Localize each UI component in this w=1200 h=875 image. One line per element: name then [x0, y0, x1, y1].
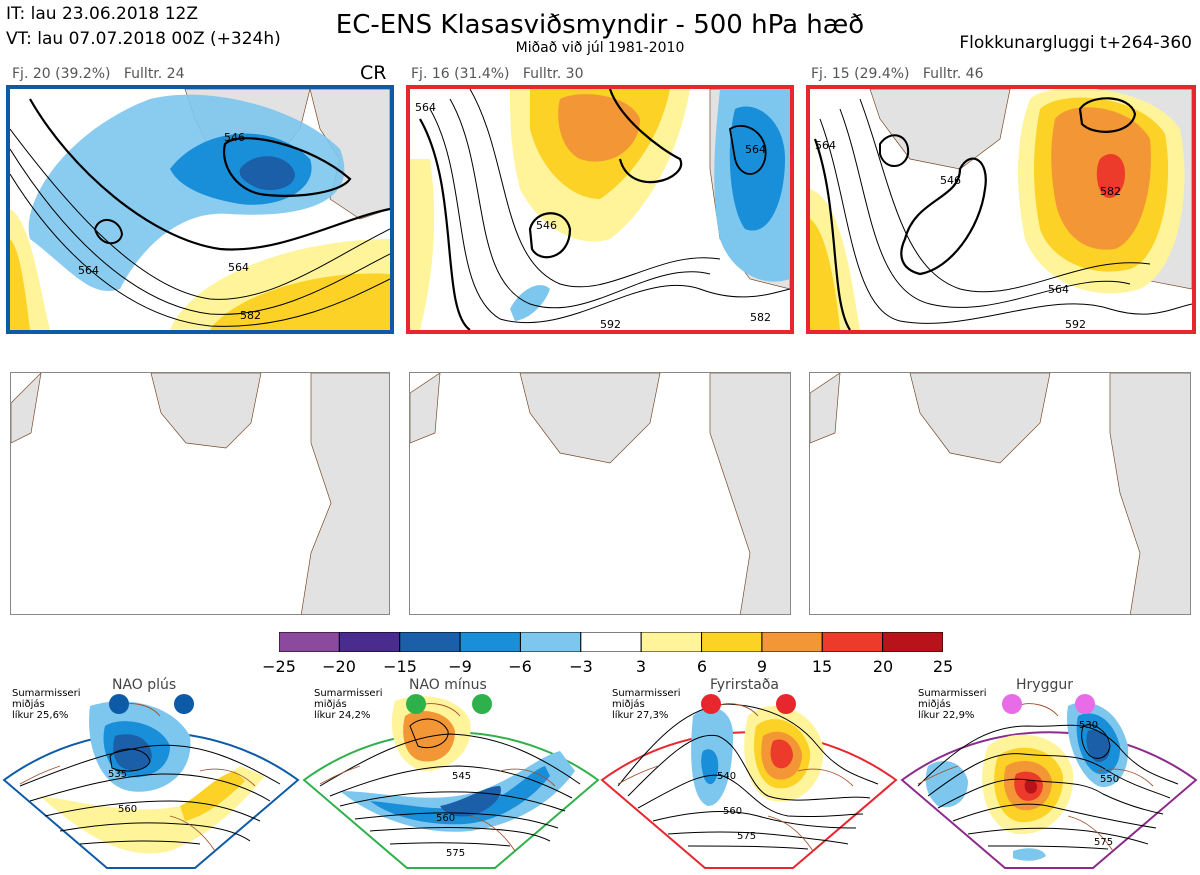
contour-label-2c: 582	[750, 311, 771, 324]
contour-label-2a: 564	[415, 101, 436, 114]
regime-4-contour-c: 575	[1094, 837, 1114, 848]
regime-2-title: NAO mínus	[409, 677, 487, 693]
colorbar-cell	[459, 631, 521, 653]
regime-ridge[interactable]: Sumarmisseri miðjás líkur 22,9% Hryggur 53…	[898, 676, 1200, 871]
height-contours-2	[419, 89, 790, 330]
colorbar-tick-11: 25	[932, 657, 954, 676]
regime-1-dot-right	[174, 694, 194, 714]
colorbar-tick-1: −20	[322, 657, 356, 676]
regime-3-contour-a: 540	[717, 771, 737, 782]
height-contours-1	[10, 98, 390, 327]
empty-map-2	[409, 372, 791, 615]
anomaly-shading-2	[410, 89, 790, 330]
regime-4-dot-right	[1075, 694, 1095, 714]
regime-4-contour-a: 530	[1079, 720, 1099, 731]
colorbar-tick-3: −9	[448, 657, 472, 676]
contour-label-2d: 564	[745, 143, 766, 156]
contour-label-3a: 564	[815, 139, 836, 152]
colorbar-tick-7: 6	[696, 657, 708, 676]
colorbar-cell	[519, 631, 582, 653]
cluster-1-tag: CR	[360, 62, 387, 84]
regime-2-dot-left	[406, 694, 426, 714]
regime-2-dot-right	[472, 694, 492, 714]
regime-4-meta: Sumarmisseri miðjás líkur 22,9%	[918, 688, 987, 721]
contour-label-2b: 546	[536, 219, 557, 232]
colorbar-cell	[278, 631, 340, 653]
regime-3-contour-b: 560	[723, 806, 743, 817]
colorbar-tick-10: 20	[872, 657, 894, 676]
colorbar-tick-5: −3	[569, 657, 593, 676]
clustering-window: Flokkunargluggi t+264-360	[959, 33, 1192, 53]
colorbar-tick-8: 9	[756, 657, 768, 676]
regime-1-contour-a: 535	[108, 769, 128, 780]
cluster-2-map[interactable]: 564 546 582 564 592	[406, 85, 794, 334]
colorbar-cell	[640, 631, 703, 653]
contour-label-2e: 592	[600, 318, 621, 330]
regime-1-title: NAO plús	[112, 677, 177, 693]
colorbar-tick-2: −15	[383, 657, 417, 676]
contour-label-1b: 564	[228, 261, 249, 274]
colorbar-cell	[761, 631, 823, 653]
colorbar-cell	[580, 631, 642, 653]
height-contours-3	[813, 97, 1192, 330]
colorbar-tick-9: 15	[811, 657, 833, 676]
cluster-3-label: Fj. 15 (29.4%) Fulltr. 46	[811, 66, 984, 82]
regime-3-dot-right	[776, 694, 796, 714]
colorbar-tick-4: −6	[508, 657, 532, 676]
cluster-2-label: Fj. 16 (31.4%) Fulltr. 30	[411, 66, 584, 82]
regime-2-contour-c: 575	[446, 848, 466, 859]
initial-time: IT: lau 23.06.2018 12Z	[6, 4, 198, 24]
cluster-3-map[interactable]: 564 546 582 564 592	[806, 85, 1196, 334]
colorbar	[278, 631, 944, 653]
contour-label-3b: 546	[940, 174, 961, 187]
regime-4-dot-left	[1002, 694, 1022, 714]
colorbar-cell	[882, 631, 944, 653]
regime-blocking[interactable]: Sumarmisseri miðjás líkur 27,3% Fyrirstaða…	[598, 676, 900, 871]
regime-nao-minus[interactable]: Sumarmisseri miðjás líkur 24,2% NAO mínus …	[300, 676, 602, 871]
empty-map-3	[809, 372, 1191, 615]
colorbar-cell	[399, 631, 461, 653]
regime-3-contour-c: 575	[737, 831, 757, 842]
contour-label-1d: 582	[240, 309, 261, 322]
regime-1-meta: Sumarmisseri miðjás líkur 25,6%	[12, 688, 81, 721]
valid-time: VT: lau 07.07.2018 00Z (+324h)	[6, 29, 281, 49]
regime-2-contour-a: 545	[452, 771, 472, 782]
colorbar-cell	[338, 631, 401, 653]
colorbar-cell	[701, 631, 763, 653]
contour-label-1a: 564	[78, 264, 99, 277]
contour-label-3c: 582	[1100, 185, 1121, 198]
regime-3-dot-left	[701, 694, 721, 714]
regime-1-dot-left	[109, 694, 129, 714]
colorbar-tick-0: −25	[262, 657, 296, 676]
regime-3-meta: Sumarmisseri miðjás líkur 27,3%	[612, 688, 681, 721]
page-subtitle: Miðað við júl 1981-2010	[515, 40, 685, 56]
cluster-1-label: Fj. 20 (39.2%) Fulltr. 24	[12, 66, 185, 82]
contour-label-3e: 592	[1065, 318, 1086, 330]
regime-4-title: Hryggur	[1016, 677, 1073, 693]
contour-label-1c: 546	[224, 131, 245, 144]
cluster-1-map[interactable]: 564 564 546 582	[6, 85, 394, 334]
regime-4-contour-b: 550	[1100, 774, 1120, 785]
regime-2-contour-b: 560	[436, 813, 456, 824]
regime-nao-plus[interactable]: Sumarmisseri miðjás líkur 25,6% NAO plús 5…	[0, 676, 302, 871]
empty-map-1	[10, 372, 390, 615]
colorbar-cell	[821, 631, 884, 653]
regime-1-contour-b: 560	[118, 804, 138, 815]
page-title: EC-ENS Klasasviðsmyndir - 500 hPa hæð	[335, 10, 865, 40]
regime-3-title: Fyrirstaða	[710, 677, 779, 693]
regime-2-meta: Sumarmisseri miðjás líkur 24,2%	[314, 688, 383, 721]
colorbar-tick-6: 3	[635, 657, 647, 676]
contour-label-3d: 564	[1048, 283, 1069, 296]
